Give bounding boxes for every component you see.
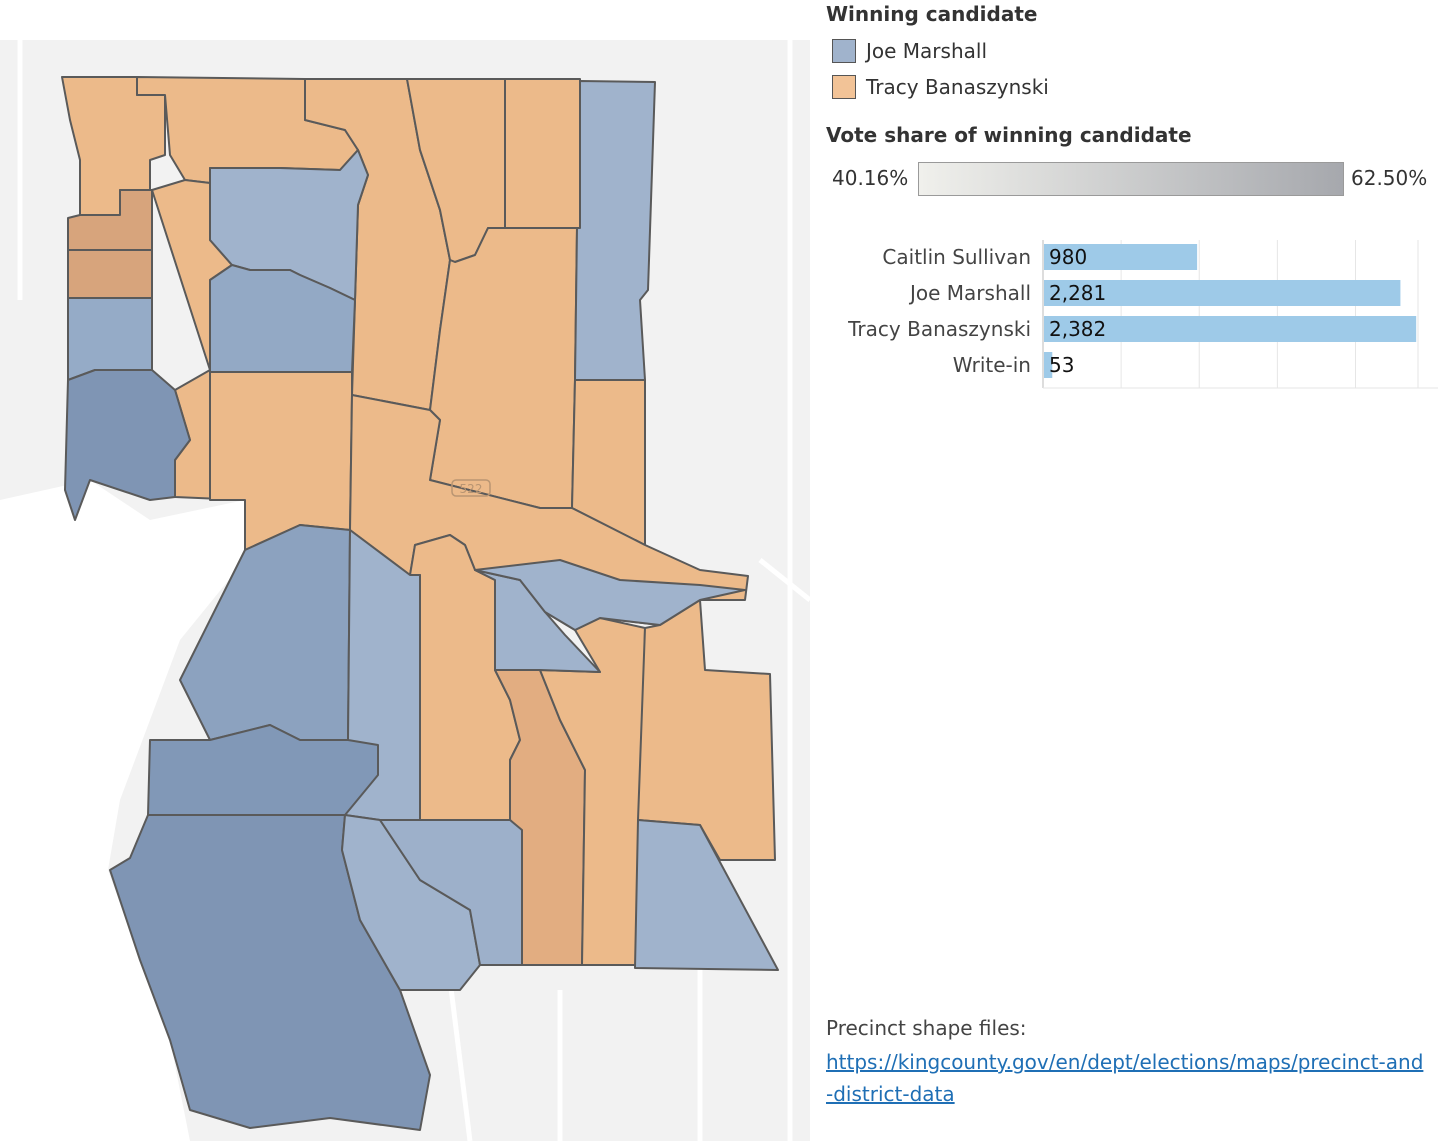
- legend-title-winning: Winning candidate: [826, 2, 1038, 26]
- precinct[interactable]: [209, 264, 356, 373]
- bar[interactable]: [1044, 280, 1401, 306]
- legend-item-tracy-banaszynski[interactable]: Tracy Banaszynski: [832, 74, 1049, 100]
- legend-label: Tracy Banaszynski: [866, 75, 1049, 99]
- bar[interactable]: [1044, 244, 1198, 270]
- ramp-max-label: 62.50%: [1351, 166, 1428, 190]
- bar-category-label: Write-in: [953, 353, 1031, 377]
- precinct[interactable]: [67, 249, 153, 299]
- precinct[interactable]: [634, 819, 779, 971]
- precinct[interactable]: [67, 297, 153, 381]
- legend-label: Joe Marshall: [866, 39, 987, 63]
- precinct[interactable]: [429, 227, 578, 509]
- chart-bars[interactable]: Caitlin Sullivan 980 Joe Marshall 2,281 Trac…: [847, 244, 1417, 378]
- precinct-map[interactable]: 522: [0, 40, 810, 1141]
- legend-swatch-joe-marshall: [832, 39, 856, 63]
- bar-value-label: 2,281: [1049, 281, 1106, 305]
- highway-shield: 522: [451, 479, 491, 497]
- map-canvas[interactable]: 522: [0, 40, 810, 1141]
- precincts-joe-marshall[interactable]: [64, 80, 779, 1131]
- legend-item-joe-marshall[interactable]: Joe Marshall: [832, 38, 987, 64]
- legend-swatch-tracy-banaszynski: [832, 75, 856, 99]
- bar-category-label: Joe Marshall: [908, 281, 1031, 305]
- precinct[interactable]: [379, 819, 523, 966]
- ramp-min-label: 40.16%: [832, 166, 909, 190]
- bar-category-label: Caitlin Sullivan: [882, 245, 1031, 269]
- bar[interactable]: [1044, 352, 1053, 378]
- lake-area: [0, 480, 245, 1141]
- votes-bar-chart[interactable]: Caitlin Sullivan 980 Joe Marshall 2,281 Trac…: [826, 240, 1446, 390]
- ramp-gradient: [918, 162, 1344, 196]
- bar-value-label: 2,382: [1049, 317, 1106, 341]
- vote-share-ramp: 40.16% 62.50%: [832, 162, 1432, 196]
- bar-category-label: Tracy Banaszynski: [847, 317, 1031, 341]
- source-label: Precinct shape files:: [826, 1016, 1027, 1040]
- bar-value-label: 980: [1049, 245, 1087, 269]
- bar[interactable]: [1044, 316, 1417, 342]
- precinct[interactable]: [64, 369, 191, 521]
- precinct[interactable]: [504, 78, 581, 229]
- precinct[interactable]: [474, 559, 746, 631]
- precinct[interactable]: [574, 80, 656, 381]
- source-link[interactable]: https://kingcounty.gov/en/dept/elections…: [826, 1050, 1424, 1106]
- bar-value-label: 53: [1049, 353, 1074, 377]
- chart-grid: [1042, 240, 1438, 389]
- highway-label: 522: [460, 482, 483, 496]
- legend-title-vote-share: Vote share of winning candidate: [826, 123, 1192, 147]
- precinct[interactable]: [67, 189, 153, 251]
